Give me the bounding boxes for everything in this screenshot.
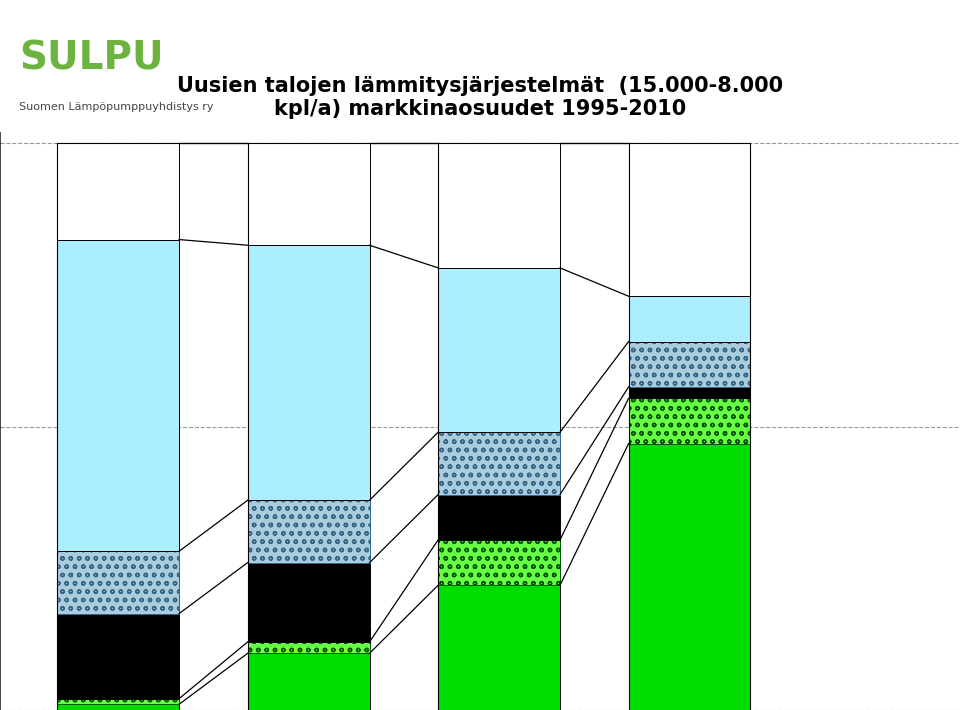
Bar — [248, 562, 370, 642]
Bar — [58, 613, 180, 699]
Bar — [629, 342, 751, 387]
Title: Uusien talojen lämmitysjärjestelmät  (15.000-8.000
kpl/a) markkinaosuudet 1995-2: Uusien talojen lämmitysjärjestelmät (15.… — [177, 76, 783, 119]
Bar — [438, 432, 560, 495]
Bar — [438, 540, 560, 585]
Bar — [438, 143, 560, 268]
Bar — [248, 245, 370, 501]
Text: SULPU: SULPU — [19, 40, 164, 77]
Bar — [629, 444, 751, 710]
Text: Suomen Lämpöpumppuyhdistys ry: Suomen Lämpöpumppuyhdistys ry — [19, 102, 214, 112]
Bar — [58, 239, 180, 551]
Bar — [248, 642, 370, 653]
Bar — [629, 387, 751, 398]
Bar — [438, 268, 560, 432]
Bar — [629, 296, 751, 342]
Bar — [438, 495, 560, 540]
Bar — [58, 143, 180, 239]
Bar — [248, 501, 370, 562]
Bar — [248, 143, 370, 245]
Bar — [248, 653, 370, 710]
Bar — [58, 699, 180, 704]
Bar — [58, 704, 180, 710]
Bar — [629, 143, 751, 296]
Bar — [629, 398, 751, 444]
Bar — [58, 551, 180, 613]
Bar — [438, 585, 560, 710]
